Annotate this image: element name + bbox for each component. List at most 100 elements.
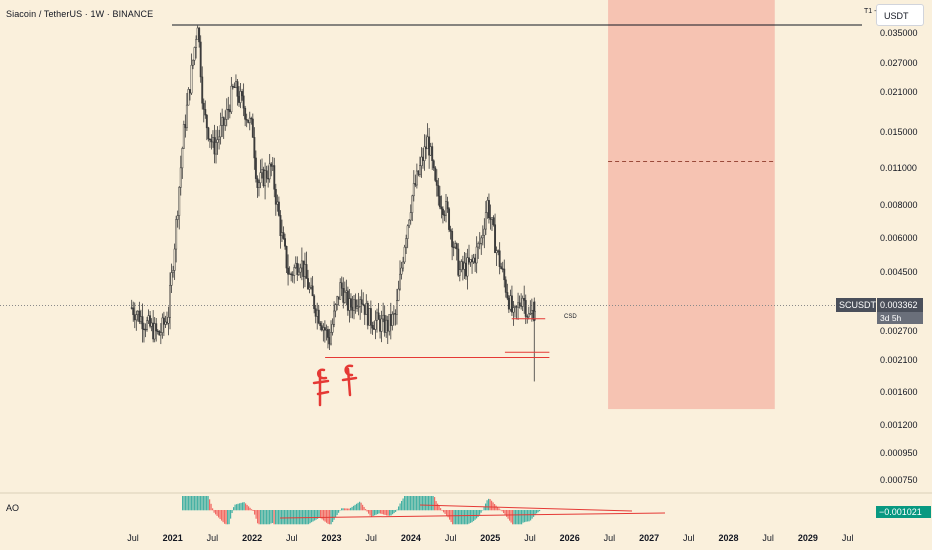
- candle: [362, 292, 365, 307]
- ao-bar: [287, 510, 289, 525]
- candle: [282, 226, 285, 240]
- price-tick: 0.027000: [880, 58, 918, 69]
- ao-bar: [245, 503, 247, 511]
- candle: [274, 183, 277, 216]
- ao-bar: [483, 506, 485, 511]
- ao-bar: [230, 510, 232, 519]
- ao-bar: [422, 496, 424, 511]
- price-tick: 0.006000: [880, 233, 918, 244]
- candle: [510, 285, 513, 316]
- candle: [422, 147, 424, 169]
- ao-bar: [305, 510, 307, 525]
- chart-title: Siacoin / TetherUS · 1W · BINANCE: [6, 9, 154, 19]
- candle: [521, 295, 524, 311]
- candle: [391, 311, 394, 331]
- ao-bar: [464, 510, 466, 525]
- candle: [216, 126, 219, 155]
- currency-button[interactable]: USDT: [876, 4, 924, 26]
- ao-bar: [372, 510, 374, 516]
- candle: [287, 254, 290, 286]
- ao-bar: [207, 496, 209, 511]
- ao-bar: [507, 510, 509, 519]
- candle: [394, 309, 397, 326]
- candle: [251, 113, 254, 138]
- ao-bar: [336, 510, 338, 516]
- ao-bar: [476, 510, 478, 519]
- candle: [437, 177, 440, 206]
- candle: [277, 196, 280, 217]
- ao-bar: [194, 496, 196, 511]
- ao-bar: [186, 496, 188, 511]
- ao-bar: [405, 496, 407, 511]
- ao-bar: [213, 510, 215, 513]
- candle: [464, 252, 467, 280]
- ao-bar: [260, 510, 262, 525]
- ao-bar: [441, 510, 443, 511]
- ao-bar: [231, 510, 233, 514]
- ao-bar: [263, 510, 265, 525]
- ao-label: AO: [6, 503, 20, 513]
- ao-bar: [281, 510, 283, 525]
- ao-bar: [182, 496, 184, 511]
- ao-bar: [288, 510, 290, 525]
- ao-bar: [510, 510, 512, 523]
- candle: [411, 194, 414, 222]
- candle: [455, 242, 458, 261]
- candle: [268, 153, 271, 183]
- ao-bar: [347, 508, 349, 511]
- hand-mark-2: [341, 364, 358, 397]
- ao-bar: [285, 510, 287, 525]
- candle: [524, 294, 527, 325]
- candle: [224, 110, 227, 131]
- candle: [507, 295, 510, 313]
- candle: [152, 310, 155, 343]
- ao-bar: [206, 496, 208, 511]
- ao-bar: [419, 496, 421, 511]
- candle: [520, 293, 523, 310]
- ao-bar: [519, 510, 521, 525]
- candle: [506, 283, 509, 301]
- ao-bar: [465, 510, 467, 525]
- candle: [221, 108, 224, 138]
- ao-bar: [393, 510, 395, 514]
- ao-bar: [297, 510, 299, 525]
- ao-bar: [212, 508, 214, 511]
- candle: [515, 305, 518, 320]
- candle: [385, 315, 388, 338]
- candle: [486, 196, 489, 219]
- ao-bar: [387, 510, 389, 516]
- candle: [153, 317, 156, 343]
- ao-bar: [188, 496, 190, 511]
- candle: [504, 276, 507, 298]
- candle: [408, 219, 411, 229]
- ao-bar: [302, 510, 304, 525]
- ao-bar: [258, 510, 260, 525]
- ao-bar: [374, 510, 376, 516]
- t1-label: T1 -: [864, 8, 877, 15]
- ao-bar: [461, 510, 463, 525]
- ao-bar: [489, 499, 491, 511]
- ao-bar: [195, 496, 197, 511]
- candle: [432, 159, 435, 171]
- ao-bar: [438, 505, 440, 511]
- candle: [190, 53, 193, 96]
- candle: [297, 263, 300, 277]
- candle: [489, 204, 492, 230]
- candle: [279, 210, 282, 249]
- candle: [475, 236, 478, 274]
- candle: [452, 241, 455, 257]
- candle: [258, 179, 260, 197]
- ao-bar: [467, 510, 469, 525]
- candle: [472, 253, 475, 265]
- candle: [314, 305, 317, 324]
- support-levels[interactable]: [325, 318, 550, 359]
- candle: [307, 269, 309, 290]
- ao-bar: [444, 510, 446, 514]
- candle: [219, 112, 222, 145]
- candle: [254, 150, 257, 183]
- candle: [368, 308, 371, 326]
- ao-bar: [321, 510, 323, 520]
- candle: [291, 271, 294, 283]
- ao-bar: [410, 496, 412, 511]
